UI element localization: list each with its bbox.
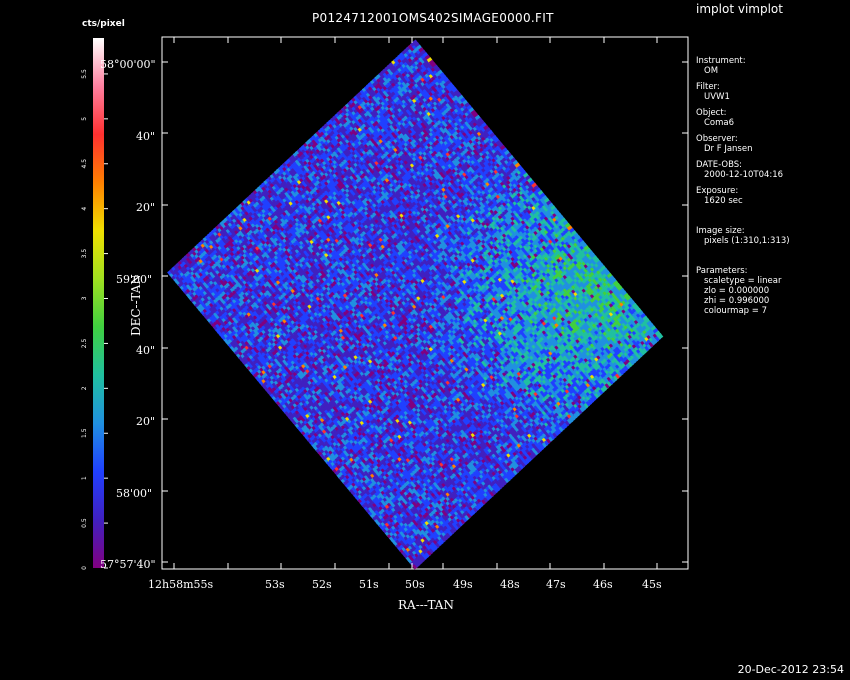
colorbar xyxy=(93,38,104,568)
colorbar-ticks: 0 0.5 1 1.5 2 2.5 3 3.5 4 4.5 5 5.5 xyxy=(81,69,108,570)
colorbar-tick-label: 1.5 xyxy=(81,428,88,438)
colorbar-tick-label: 3.5 xyxy=(81,249,88,259)
timestamp: 20-Dec-2012 23:54 xyxy=(737,663,844,676)
colorbar-tick-label: 0.5 xyxy=(81,518,88,528)
colorbar-tick-label: 5.5 xyxy=(81,69,88,79)
app-title: implot vimplot xyxy=(696,2,783,16)
colorbar-tick-label: 5 xyxy=(81,117,88,121)
sky-image xyxy=(167,39,664,570)
colorbar-tick-label: 2 xyxy=(81,386,88,390)
colorbar-tick-label: 3 xyxy=(81,296,88,300)
colorbar-tick-label: 4 xyxy=(81,207,88,211)
colorbar-unit: cts/pixel xyxy=(82,19,125,29)
colorbar-tick-label: 1 xyxy=(81,476,88,480)
colorbar-tick-label: 2.5 xyxy=(81,338,88,348)
colorbar-tick-label: 0 xyxy=(81,566,88,570)
colorbar-tick-label: 4.5 xyxy=(81,159,88,169)
plot-frame xyxy=(161,36,689,570)
image-title: P0124712001OMS402SIMAGE0000.FIT xyxy=(312,11,554,25)
